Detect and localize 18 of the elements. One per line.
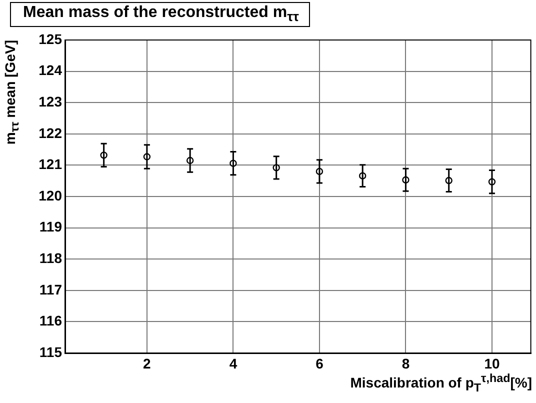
chart-title: Mean mass of the reconstructed m$_{ττ}$ xyxy=(10,2,310,28)
y-tick-label: 125 xyxy=(38,30,62,47)
x-axis-title: Miscalibration of p$_{T}$$^{τ,had}$[%] xyxy=(350,372,532,394)
y-tick-label: 115 xyxy=(39,344,62,360)
x-tick-label: 4 xyxy=(229,355,238,372)
y-tick-label: 117 xyxy=(39,281,62,298)
y-tick-label: 121 xyxy=(38,156,62,172)
y-tick-label: 123 xyxy=(38,93,62,110)
x-tick-label: 6 xyxy=(316,355,324,372)
y-tick-label: 120 xyxy=(38,187,62,204)
y-tick-label: 122 xyxy=(38,124,62,141)
y-tick-label: 116 xyxy=(39,312,62,329)
y-tick-label: 119 xyxy=(39,218,62,235)
x-tick-label: 8 xyxy=(402,355,410,372)
y-tick-label: 124 xyxy=(38,62,62,78)
y-tick-label: 118 xyxy=(39,250,62,266)
x-tick-label: 2 xyxy=(143,355,152,372)
x-tick-label: 10 xyxy=(484,355,500,372)
